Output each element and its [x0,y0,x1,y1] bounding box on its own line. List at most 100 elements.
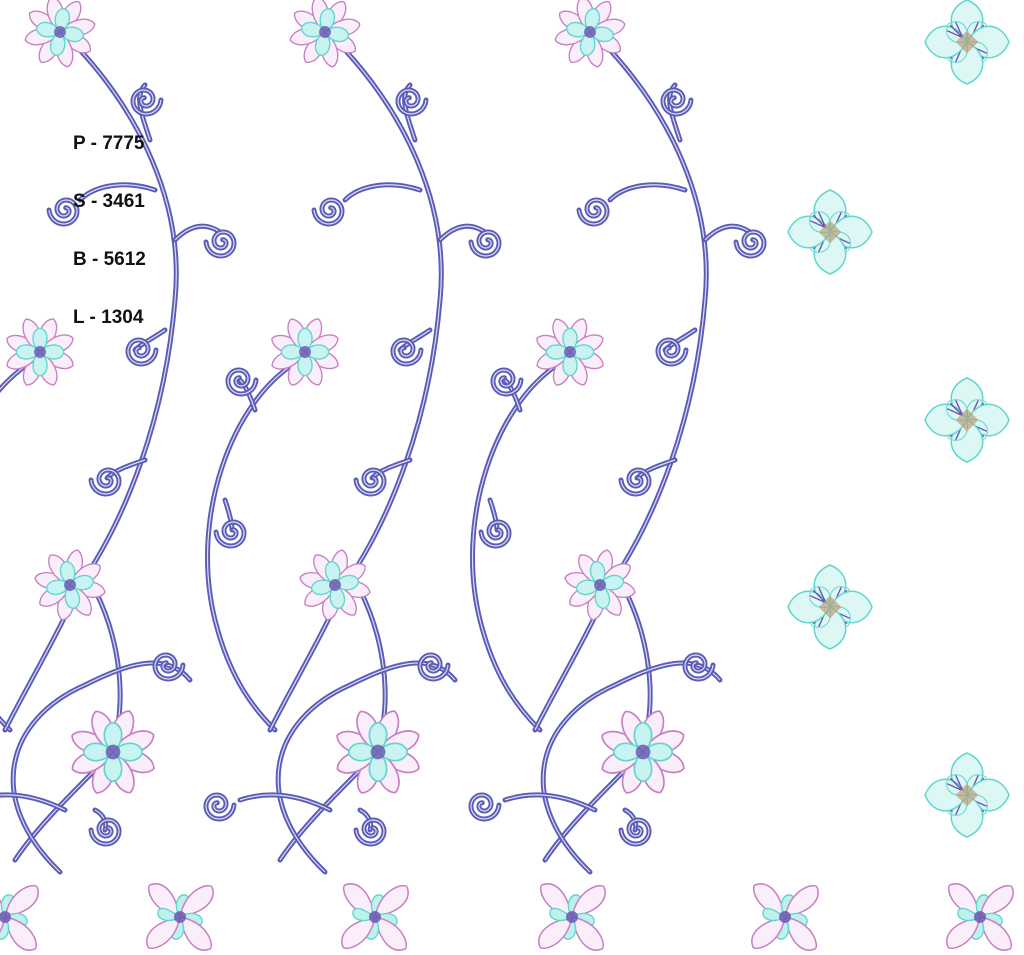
code-s: S - 3461 [73,191,145,212]
flower [564,549,636,621]
flower-center [319,26,331,38]
purple-rays [946,774,964,792]
spiral-highlight [470,794,500,820]
teal-inner-petal [946,399,968,421]
spiral-highlight [90,819,120,845]
pink-petal [146,916,181,949]
pink-petal [979,916,1012,951]
teal-petal [280,344,306,360]
border-motifs [0,883,1014,951]
pink-petal [571,916,604,951]
spiral-highlight [90,469,120,495]
flower [289,0,361,68]
teal-petal [69,574,95,591]
teal-petal [111,742,144,762]
teal-petal [314,31,331,57]
teal-inner-petal [809,211,831,233]
border-square-motif [341,883,409,951]
diamond-motif [787,564,873,650]
pink-petal [148,883,181,918]
flower-center [329,579,341,591]
vine-stem-highlight [0,794,66,811]
vine-stem-highlight [704,225,751,241]
square-center [369,911,381,923]
teal-petal [641,742,674,762]
spiral-highlight [657,339,687,365]
flower-center [105,744,121,760]
square-center [779,911,791,923]
spiral-highlight [419,654,449,680]
spiral-highlight [397,89,427,115]
pink-petal [784,916,817,951]
teal-petal [39,344,65,360]
flower-center [299,346,311,358]
teal-petal [329,584,346,610]
pink-petal [4,885,39,918]
teal-petal [15,344,41,360]
vine-stem [607,47,709,588]
purple-rays [809,211,827,229]
flower [336,710,420,794]
teal-petal [54,7,71,33]
vine-stem-highlight [609,49,707,586]
teal-petal [297,327,313,353]
pink-petal [979,885,1014,918]
pink-petal [538,916,573,949]
pink-petal [946,916,981,949]
vine-stem-highlight [0,359,36,731]
teal-petal [347,742,380,762]
teal-petal [599,574,625,591]
border-square-motif [0,885,39,951]
border-square-motif [538,883,606,951]
square-center [0,911,11,923]
square-center [974,911,986,923]
teal-petal [589,26,615,43]
teal-petal [45,579,71,596]
teal-petal [82,742,115,762]
teal-petal [297,351,313,377]
teal-petal [324,26,350,43]
vine-stem-highlight [279,764,366,861]
teal-petal [319,7,336,33]
vine-stem-highlight [14,764,101,861]
flower [601,710,685,794]
flower-center [594,579,606,591]
pink-petal [179,916,212,951]
vine-stem-highlight [239,794,331,811]
teal-petal [32,327,48,353]
teal-petal [103,750,123,783]
flower-center [64,579,76,591]
vine-unit [468,47,767,875]
spiral-highlight [313,199,343,225]
spiral-highlight [48,199,78,225]
square-center [566,911,578,923]
spiral-highlight [480,521,510,547]
teal-petal [32,351,48,377]
teal-petal [64,584,81,610]
spiral-highlight [620,469,650,495]
vine-stem-highlight [544,764,631,861]
pink-petal [948,883,981,918]
teal-petal [575,579,601,596]
spiral-highlight [205,231,235,257]
flower [71,710,155,794]
square-center [174,911,186,923]
teal-inner-petal [809,586,831,608]
purple-rays [809,586,827,604]
spiral-highlight [205,794,235,820]
spiral-highlight [470,231,500,257]
code-p: P - 7775 [73,133,145,154]
vine-stem [542,762,633,863]
vine-stem [0,792,68,813]
teal-inner-petal [946,774,968,796]
teal-petal [368,750,388,783]
vine-stem-highlight [174,225,221,241]
pink-petal [374,916,407,951]
vine-stem-highlight [79,184,156,201]
border-square-motif [751,883,819,951]
pink-petal [753,883,786,918]
pink-petal [540,883,573,918]
vine-stem-highlight [504,794,596,811]
vine-unit [203,47,502,875]
teal-petal [633,750,653,783]
